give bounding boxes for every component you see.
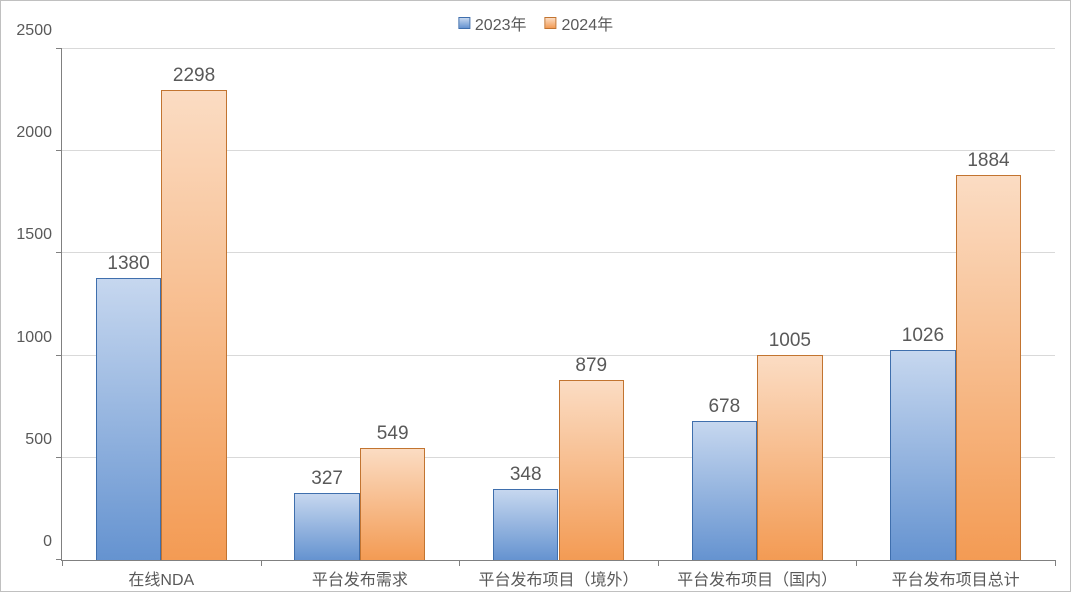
bar-value-label: 348 xyxy=(510,464,542,490)
x-axis-label: 平台发布项目（国内） xyxy=(677,560,837,590)
y-tick xyxy=(56,355,62,356)
bar-value-label: 879 xyxy=(575,355,607,381)
bar-value-label: 2298 xyxy=(173,65,215,91)
x-axis-label: 在线NDA xyxy=(128,560,194,590)
bar: 348 xyxy=(493,489,559,560)
legend-swatch-2024 xyxy=(545,17,557,29)
bar: 327 xyxy=(294,493,360,560)
y-tick xyxy=(56,252,62,253)
bar: 549 xyxy=(360,448,426,560)
legend-item-2023: 2023年 xyxy=(458,11,527,35)
y-axis-label: 0 xyxy=(43,533,62,551)
plot-area: 05001000150020002500在线NDA平台发布需求平台发布项目（境外… xyxy=(61,49,1055,561)
legend: 2023年 2024年 xyxy=(458,11,613,35)
y-tick xyxy=(56,150,62,151)
bar: 1884 xyxy=(956,175,1022,560)
bar-value-label: 1380 xyxy=(107,253,149,279)
y-axis-label: 1000 xyxy=(16,329,62,347)
y-axis-label: 1500 xyxy=(16,226,62,244)
x-tick xyxy=(1055,560,1056,566)
bar-value-label: 1005 xyxy=(769,330,811,356)
x-tick xyxy=(856,560,857,566)
bar: 879 xyxy=(559,380,625,560)
x-tick xyxy=(459,560,460,566)
chart-container: 2023年 2024年 05001000150020002500在线NDA平台发… xyxy=(0,0,1071,592)
bar: 2298 xyxy=(161,90,227,560)
bar-value-label: 678 xyxy=(708,396,740,422)
y-tick xyxy=(56,48,62,49)
legend-label-2023: 2023年 xyxy=(475,11,527,35)
bar-value-label: 1884 xyxy=(967,150,1009,176)
gridline xyxy=(62,48,1055,49)
y-tick xyxy=(56,457,62,458)
x-axis-label: 平台发布项目总计 xyxy=(892,560,1020,590)
legend-label-2024: 2024年 xyxy=(562,11,614,35)
bar: 1026 xyxy=(890,350,956,560)
legend-swatch-2023 xyxy=(458,17,470,29)
bar-value-label: 327 xyxy=(311,468,343,494)
bar: 1380 xyxy=(96,278,162,560)
bar: 678 xyxy=(692,421,758,560)
bar-value-label: 549 xyxy=(377,423,409,449)
x-tick xyxy=(62,560,63,566)
x-tick xyxy=(261,560,262,566)
bar: 1005 xyxy=(757,355,823,560)
x-axis-label: 平台发布项目（境外） xyxy=(478,560,638,590)
y-axis-label: 500 xyxy=(25,431,62,449)
legend-item-2024: 2024年 xyxy=(545,11,614,35)
bar-value-label: 1026 xyxy=(902,325,944,351)
y-axis-label: 2000 xyxy=(16,124,62,142)
y-axis-label: 2500 xyxy=(16,22,62,40)
x-tick xyxy=(658,560,659,566)
x-axis-label: 平台发布需求 xyxy=(312,560,408,590)
